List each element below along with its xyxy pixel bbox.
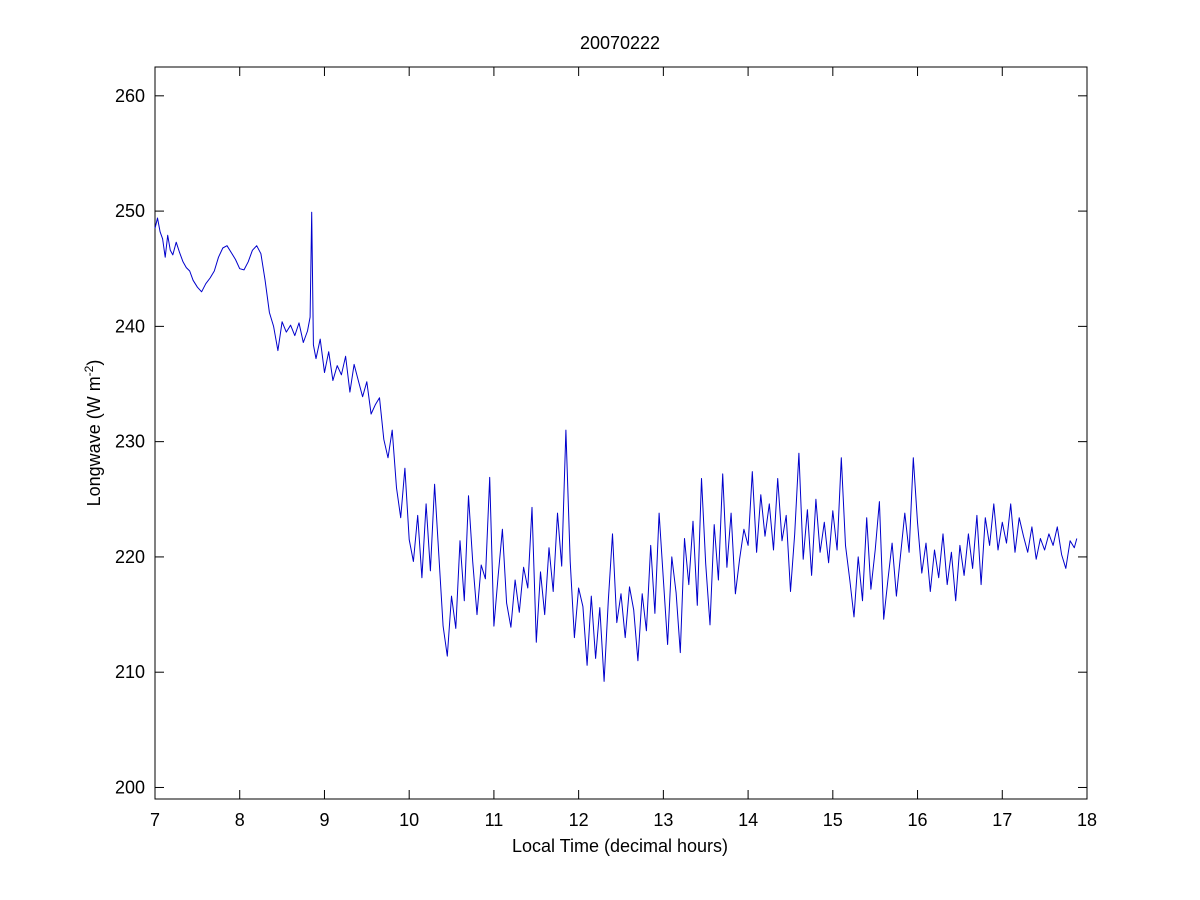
y-tick-label: 210	[115, 662, 145, 682]
y-tick-label: 240	[115, 316, 145, 336]
x-tick-label: 18	[1077, 810, 1097, 830]
series-line	[154, 211, 1078, 682]
y-tick-label: 260	[115, 86, 145, 106]
plot-area-frame	[154, 66, 1088, 800]
x-tick-label: 17	[992, 810, 1012, 830]
x-tick-label: 8	[235, 810, 245, 830]
y-axis-label-suffix: )	[84, 360, 104, 366]
y-axis-label: Longwave (W m-2)	[82, 360, 104, 507]
x-axis-label: Local Time (decimal hours)	[512, 836, 728, 856]
y-axis: 200 210 220 230 240 250 260	[115, 86, 1087, 797]
x-tick-label: 10	[399, 810, 419, 830]
x-tick-label: 11	[485, 810, 504, 830]
y-tick-label: 200	[115, 777, 145, 797]
x-tick-label: 7	[150, 810, 160, 830]
chart-title: 20070222	[580, 33, 660, 53]
x-tick-label: 12	[569, 810, 589, 830]
x-tick-label: 13	[653, 810, 673, 830]
x-tick-label: 9	[319, 810, 329, 830]
y-axis-label-superscript: -2	[82, 365, 96, 376]
x-axis: 7 8 9 10 11 12 13 14 15 16 17 18	[150, 67, 1097, 830]
y-tick-label: 250	[115, 201, 145, 221]
y-axis-label-main: Longwave (W m	[84, 376, 104, 506]
x-tick-label: 16	[908, 810, 928, 830]
x-tick-label: 15	[823, 810, 843, 830]
y-tick-label: 220	[115, 547, 145, 567]
x-tick-label: 14	[738, 810, 758, 830]
y-tick-label: 230	[115, 432, 145, 452]
